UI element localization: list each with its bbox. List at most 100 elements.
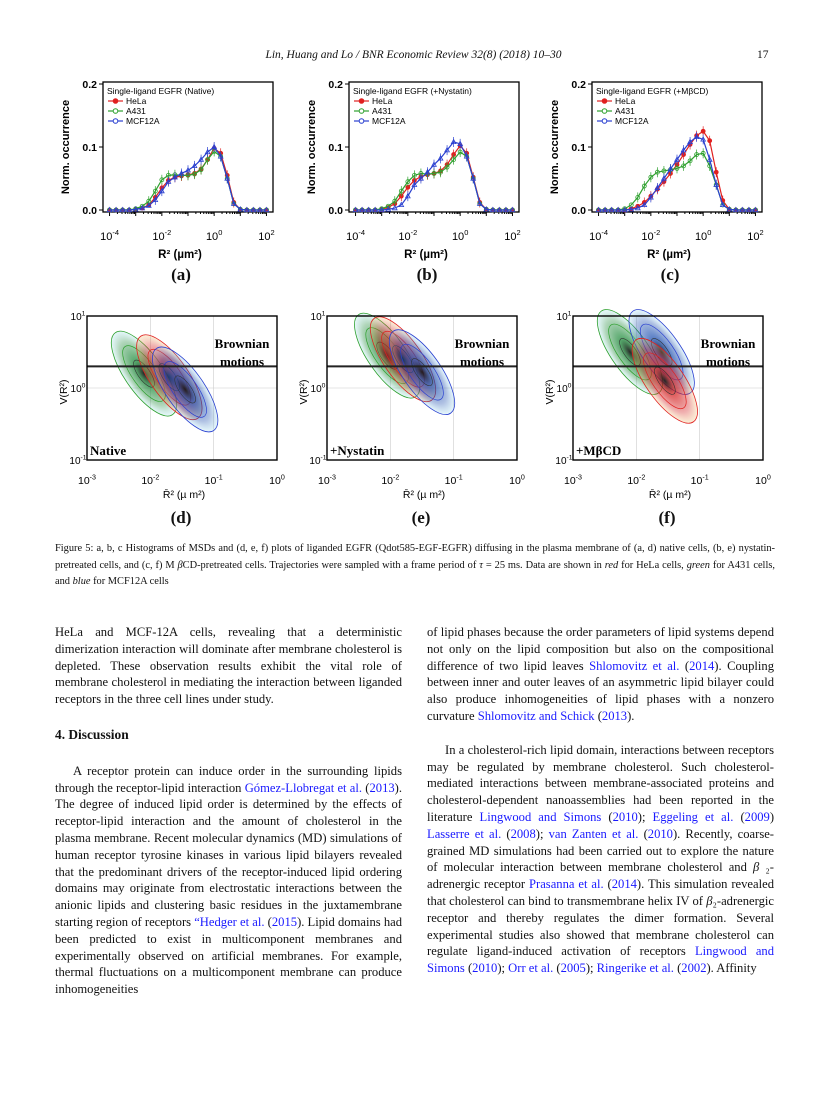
citation-link[interactable]: 2005 bbox=[560, 961, 586, 976]
x-axis-label: R² (µm²) bbox=[158, 249, 202, 261]
tick-base: 10 bbox=[381, 475, 393, 487]
x-axis-label: R̄² (µ m²) bbox=[403, 488, 445, 501]
tick-base: 10 bbox=[445, 475, 457, 487]
x-tick-label: 10-2 bbox=[152, 228, 171, 243]
x-tick-label: 10-4 bbox=[589, 228, 608, 243]
citation-link[interactable]: van Zanten et al. bbox=[548, 826, 639, 841]
citation-link[interactable]: 2010 bbox=[612, 809, 638, 824]
data-point bbox=[463, 153, 470, 159]
section-heading: 4. Discussion bbox=[55, 726, 129, 742]
data-point bbox=[745, 206, 752, 213]
data-point bbox=[700, 136, 707, 142]
data-point bbox=[634, 204, 641, 211]
text-segment: ). Lipid domains had been predicted to e… bbox=[55, 914, 403, 997]
y-tick-label: 10-1 bbox=[309, 455, 326, 468]
panel-label: (f) bbox=[658, 508, 676, 527]
text-segment: red bbox=[604, 559, 619, 571]
tick-base: 10 bbox=[311, 312, 323, 323]
data-point bbox=[713, 169, 719, 175]
tick-base: 10 bbox=[100, 231, 112, 243]
data-point bbox=[152, 188, 158, 194]
citation-link[interactable]: 2008 bbox=[510, 826, 536, 841]
citation-link[interactable]: Lingwood and Simons bbox=[427, 944, 774, 976]
citation-link[interactable]: Orr et al. bbox=[508, 961, 554, 976]
citation-link[interactable]: 2009 bbox=[744, 809, 770, 824]
citation-link[interactable]: Eggeling et al. bbox=[652, 809, 734, 824]
tick-exponent: -2 bbox=[411, 228, 418, 237]
data-point bbox=[502, 206, 509, 213]
brownian-annotation: Brownian motions bbox=[455, 336, 510, 369]
data-point bbox=[398, 188, 404, 194]
citation-link[interactable]: Lasserre et al. bbox=[427, 826, 502, 841]
text-segment: ( bbox=[501, 826, 511, 841]
y-tick-label: 10-1 bbox=[555, 455, 572, 468]
citation-link[interactable]: 2013 bbox=[601, 708, 628, 723]
y-tick-label: 100 bbox=[71, 383, 86, 396]
data-point bbox=[438, 169, 443, 175]
text-segment: of lipid phases because the order parame… bbox=[427, 625, 774, 673]
data-point bbox=[185, 166, 191, 173]
citation-link[interactable]: 2010 bbox=[647, 826, 673, 841]
x-tick-label: 10-2 bbox=[641, 228, 660, 243]
data-point bbox=[739, 206, 746, 213]
contour-mid bbox=[643, 352, 687, 410]
text-segment: β bbox=[706, 893, 713, 908]
data-point bbox=[224, 175, 231, 181]
data-point bbox=[237, 206, 244, 212]
citation-link[interactable]: 2002 bbox=[681, 961, 707, 976]
citation-link[interactable]: 2014 bbox=[689, 658, 715, 673]
citation-link[interactable]: Ringerike et al. bbox=[596, 961, 674, 976]
tick-exponent: 1 bbox=[322, 311, 326, 318]
y-tick-label: 0.0 bbox=[571, 205, 586, 217]
tick-base: 10 bbox=[71, 384, 83, 395]
contour-inner bbox=[411, 358, 433, 387]
tick-exponent: -2 bbox=[165, 228, 172, 237]
citation-link[interactable]: Shlomovitz and Schick bbox=[477, 708, 595, 723]
text-segment: ). Recently, coarse-grained MD simulatio… bbox=[427, 826, 774, 875]
citation-link[interactable]: 2013 bbox=[369, 780, 395, 795]
tick-base: 10 bbox=[627, 475, 639, 487]
citation-link[interactable]: Shlomovitz et al. bbox=[589, 658, 680, 673]
citation-link[interactable]: Gómez-Llobregat et al. bbox=[244, 780, 363, 795]
page-number: 17 bbox=[757, 49, 769, 61]
citation-link[interactable]: 2010 bbox=[472, 961, 498, 976]
text-segment: ( bbox=[464, 961, 473, 976]
data-point bbox=[352, 206, 359, 213]
tick-exponent: 1 bbox=[568, 311, 572, 318]
tick-exponent: -1 bbox=[81, 455, 87, 462]
citation-link[interactable]: Lingwood and Simons bbox=[479, 809, 602, 824]
legend-marker bbox=[358, 108, 365, 114]
data-point bbox=[681, 163, 686, 169]
data-point bbox=[654, 184, 661, 191]
citation-link[interactable]: 2015 bbox=[271, 914, 298, 929]
data-point bbox=[687, 158, 693, 164]
density-contour-mcf12a bbox=[152, 346, 219, 433]
citation-link[interactable]: Prasanna et al. bbox=[529, 877, 604, 892]
data-point bbox=[667, 165, 674, 172]
data-point bbox=[192, 171, 197, 177]
plot-frame bbox=[572, 315, 764, 461]
data-point bbox=[191, 162, 198, 168]
data-point bbox=[496, 206, 503, 213]
x-tick-label: 10-2 bbox=[381, 473, 399, 487]
data-point bbox=[444, 164, 450, 170]
tick-base: 10 bbox=[152, 231, 164, 243]
paragraph: In a cholesterol-rich lipid domain, inte… bbox=[427, 742, 774, 977]
tick-exponent: -1 bbox=[567, 455, 573, 462]
data-point bbox=[152, 196, 159, 203]
data-point bbox=[256, 206, 263, 213]
legend-label: HeLa bbox=[615, 96, 636, 106]
data-point bbox=[706, 156, 713, 162]
y-tick-label: 0.0 bbox=[328, 205, 343, 217]
citation-link[interactable]: 2014 bbox=[611, 877, 637, 892]
data-point bbox=[674, 166, 680, 171]
x-tick-label: 100 bbox=[695, 228, 711, 243]
data-point bbox=[595, 206, 602, 213]
text-segment: ( bbox=[679, 658, 690, 673]
data-point bbox=[635, 194, 641, 200]
citation-link[interactable]: “Hedger et al. bbox=[194, 914, 265, 929]
data-point bbox=[641, 183, 647, 189]
tick-base: 10 bbox=[755, 475, 767, 487]
